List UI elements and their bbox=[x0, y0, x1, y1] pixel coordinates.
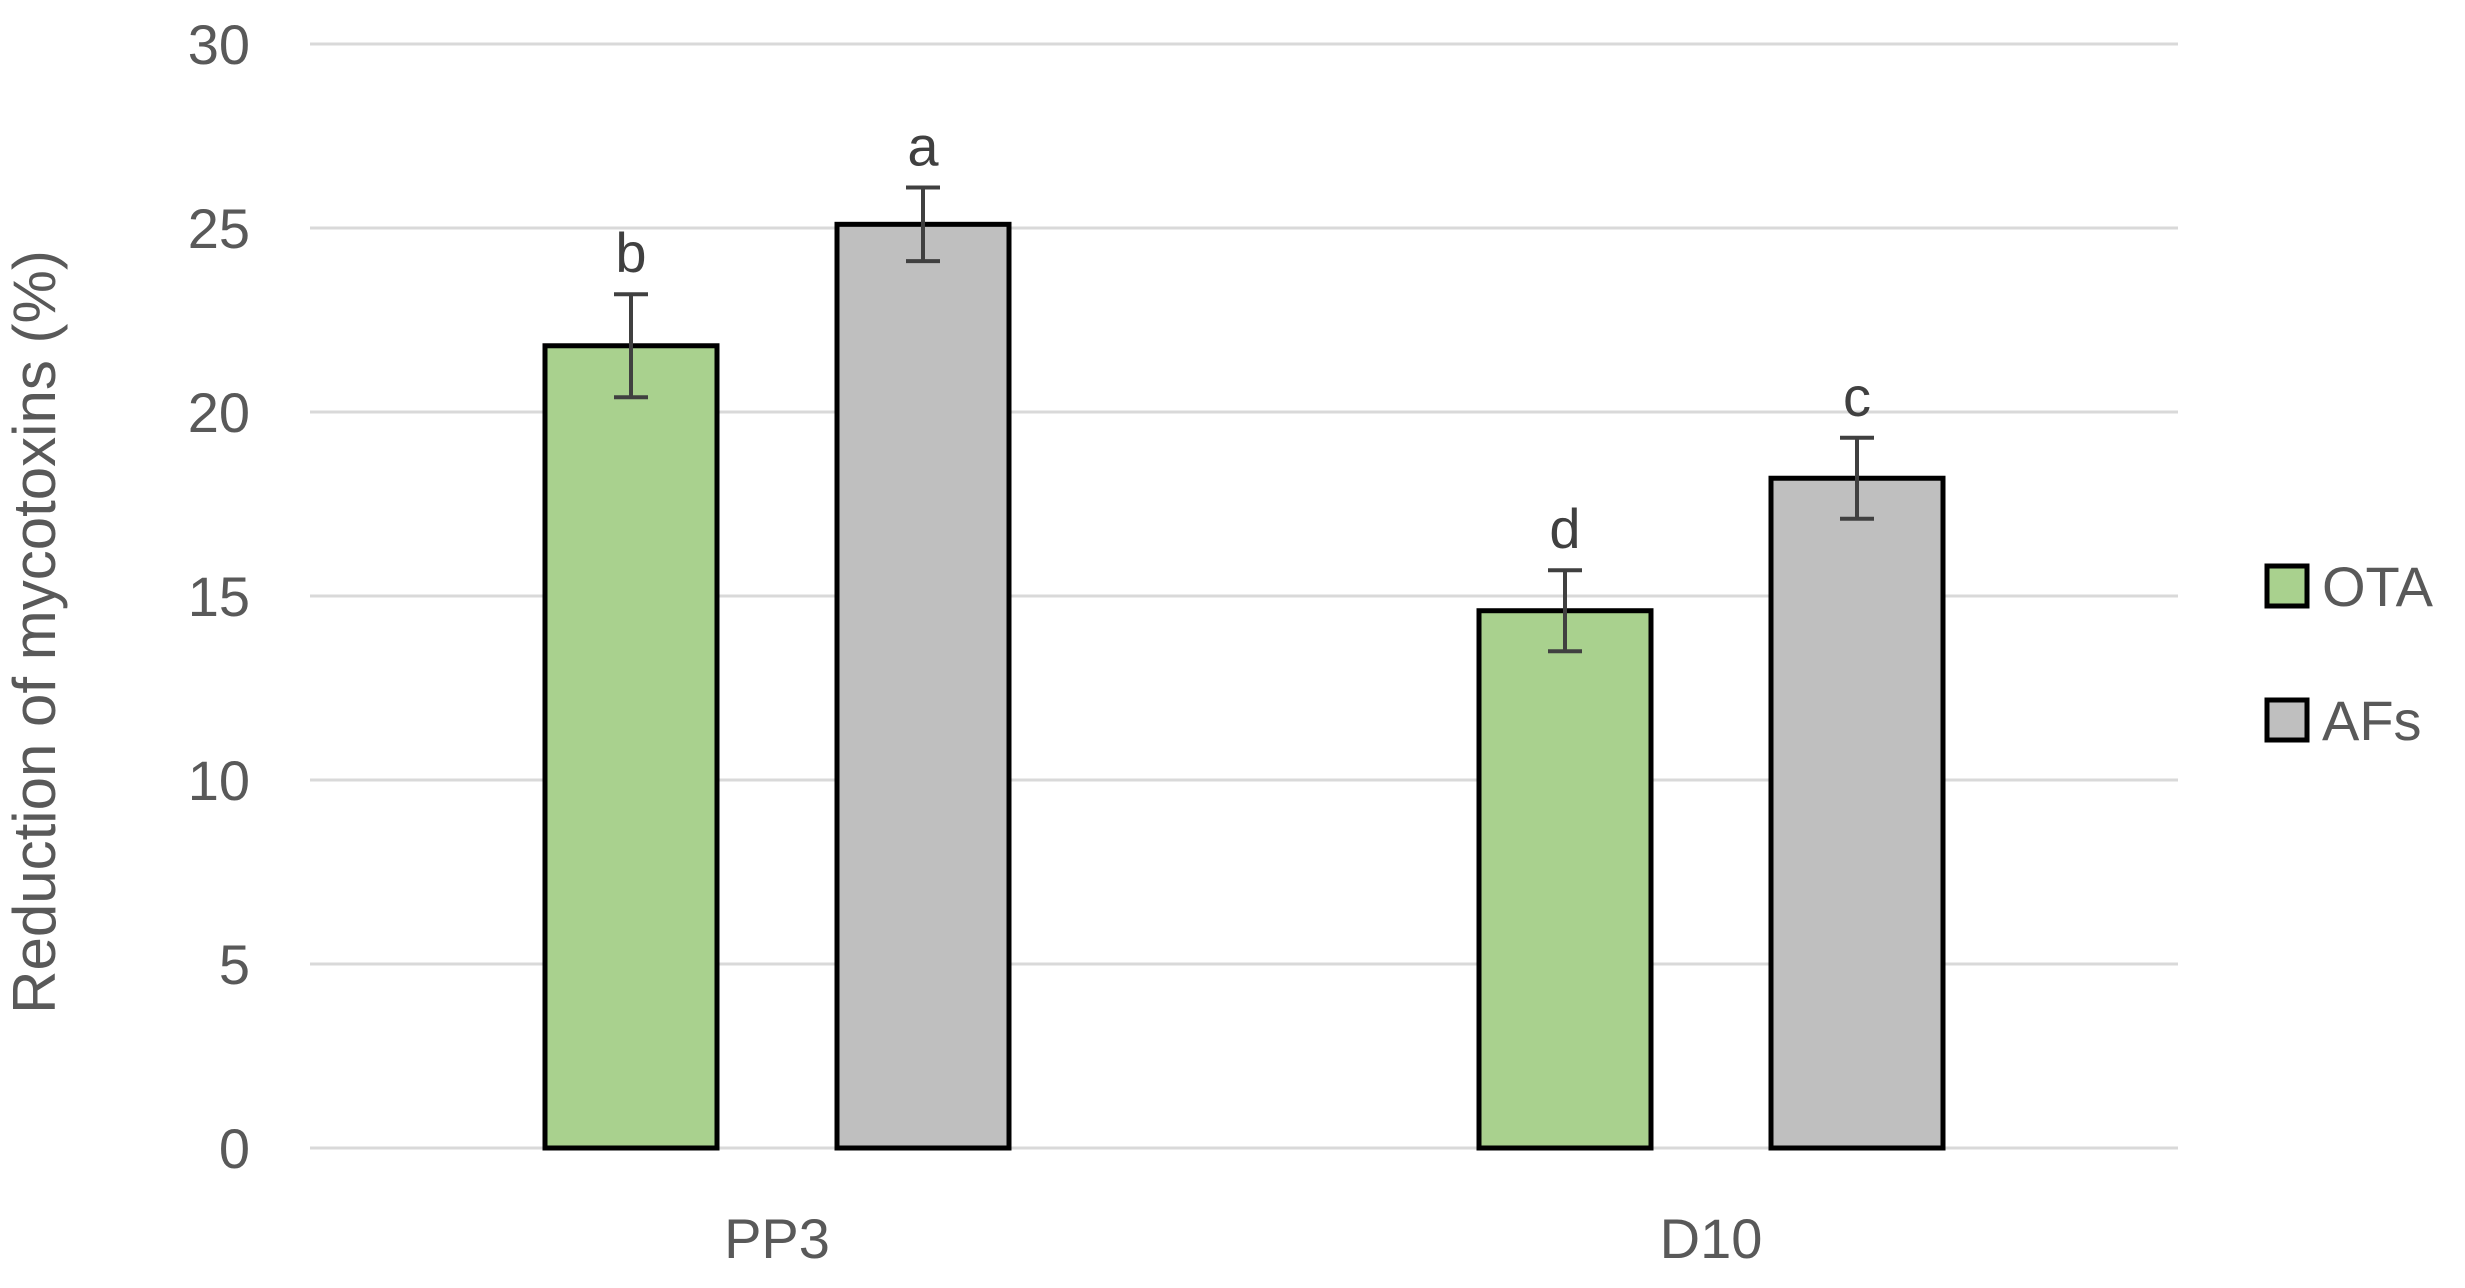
significance-label: d bbox=[1549, 497, 1580, 560]
y-axis-ticks: 0 5 10 15 20 25 30 bbox=[188, 13, 250, 1180]
y-tick-label: 30 bbox=[188, 13, 250, 76]
legend-label-afs: AFs bbox=[2322, 689, 2422, 752]
legend: OTA AFs bbox=[2264, 555, 2434, 752]
legend-label-ota: OTA bbox=[2322, 555, 2434, 618]
x-tick-label: PP3 bbox=[724, 1207, 830, 1270]
significance-label: a bbox=[907, 115, 939, 178]
bar-ota-d10 bbox=[1476, 608, 1654, 1151]
bar-ota-pp3 bbox=[542, 343, 720, 1151]
y-tick-label: 15 bbox=[188, 565, 250, 628]
bar-afs-pp3 bbox=[834, 221, 1012, 1151]
bar-afs-d10 bbox=[1768, 475, 1946, 1151]
significance-label: c bbox=[1843, 365, 1871, 428]
y-tick-label: 5 bbox=[219, 933, 250, 996]
bars bbox=[542, 221, 1946, 1151]
significance-label: b bbox=[615, 221, 646, 284]
x-axis-ticks: PP3 D10 bbox=[724, 1207, 1762, 1270]
y-tick-label: 10 bbox=[188, 749, 250, 812]
y-tick-label: 25 bbox=[188, 197, 250, 260]
x-tick-label: D10 bbox=[1660, 1207, 1763, 1270]
legend-swatch-afs bbox=[2264, 697, 2310, 743]
legend-swatch-ota bbox=[2264, 563, 2310, 609]
y-tick-label: 0 bbox=[219, 1117, 250, 1180]
significance-labels: b a d c bbox=[615, 115, 1871, 561]
error-bars bbox=[614, 185, 1874, 654]
y-tick-label: 20 bbox=[188, 381, 250, 444]
y-axis-label: Reduction of mycotoxins (%) bbox=[1, 250, 68, 1014]
